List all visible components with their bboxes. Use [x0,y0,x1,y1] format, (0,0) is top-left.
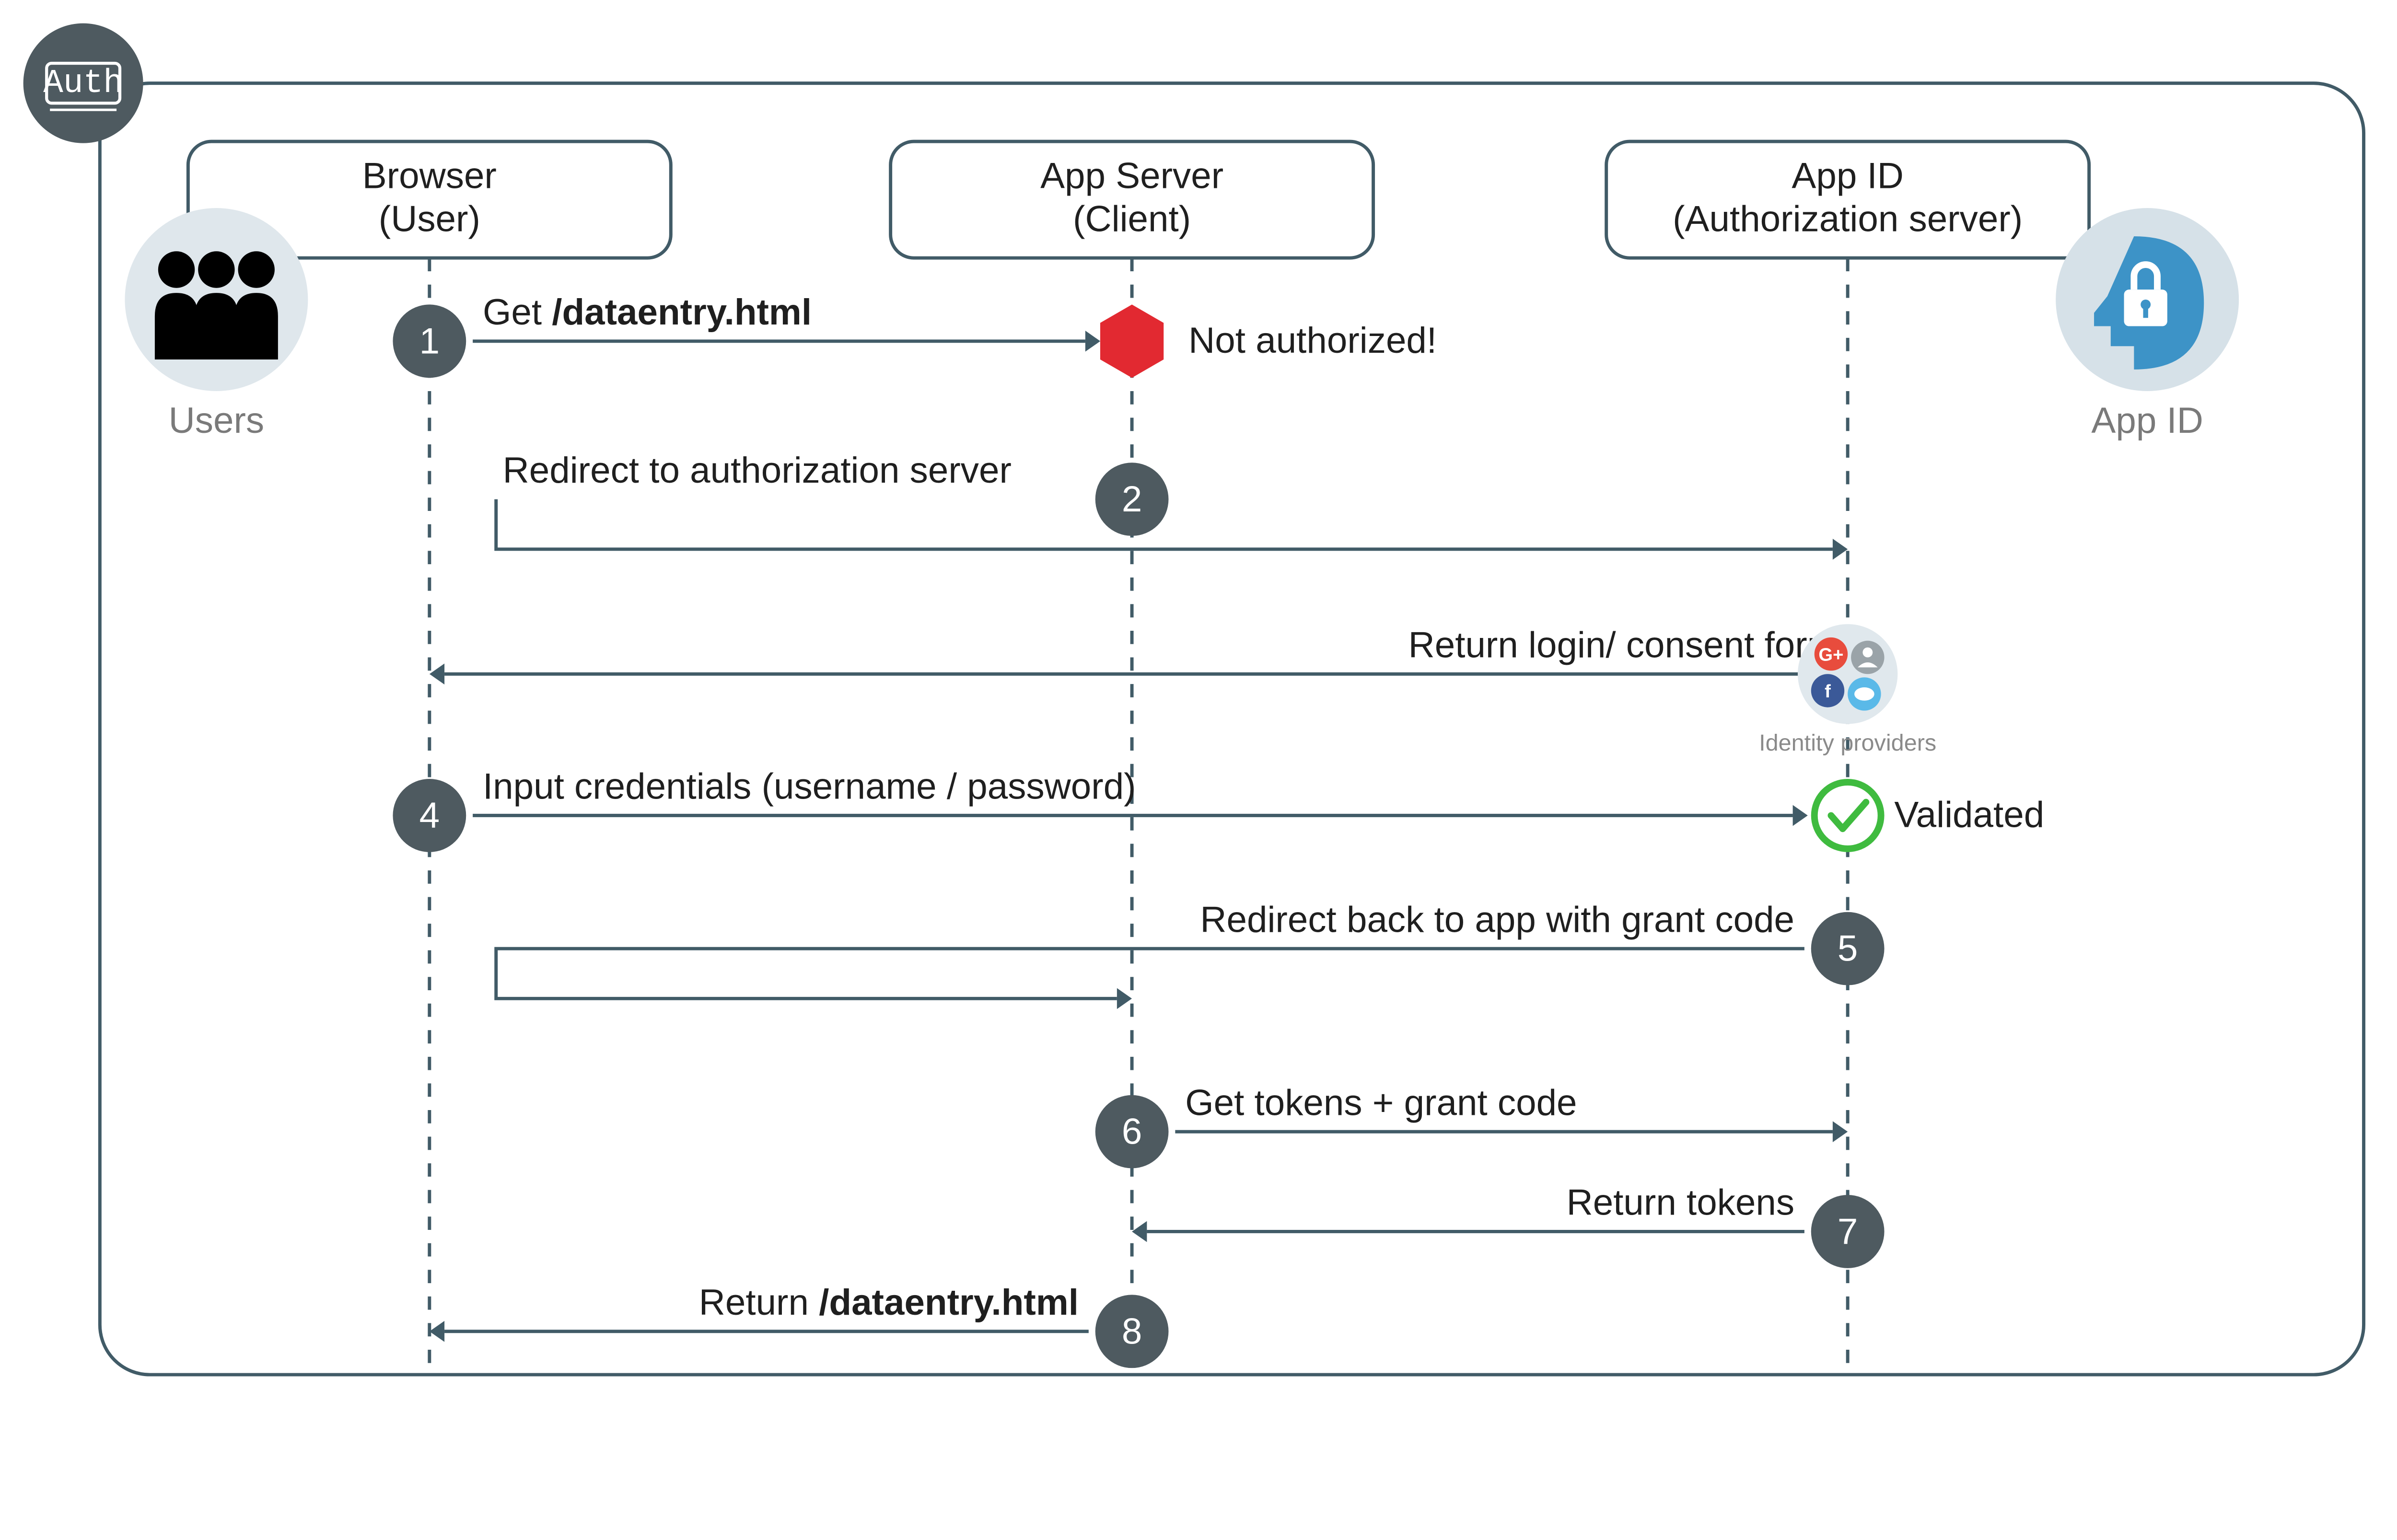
msg-6: Get tokens + grant code [1185,1082,1577,1123]
msg-x: Return login/ consent form [1408,625,1838,666]
svg-text:(Authorization server): (Authorization server) [1673,199,2023,240]
svg-text:6: 6 [1122,1112,1142,1152]
svg-text:App ID: App ID [2091,400,2203,441]
msg-4: Input credentials (username / password) [483,766,1136,807]
msg-7: Return tokens [1567,1182,1794,1223]
auth-badge: Auth [23,23,143,143]
sequence-diagram: Auth Browser(User) App Server(Client) App I… [0,0,2397,1408]
msg-8: Return /dataentry.html [699,1282,1079,1323]
validated-icon [1815,782,1881,849]
diagram-svg: Auth Browser(User) App Server(Client) App I… [0,0,2397,1408]
step-1: 1 [393,304,466,378]
svg-text:Not authorized!: Not authorized! [1188,320,1437,361]
msg-5: Redirect back to app with grant code [1200,899,1794,940]
msg-1: Get /dataentry.html [483,292,812,333]
step-4: 4 [393,779,466,852]
svg-text:8: 8 [1122,1311,1142,1352]
step-2: 2 [1095,463,1169,536]
svg-text:App ID: App ID [1792,155,1904,196]
svg-text:f: f [1825,681,1831,702]
identity-providers: G+ f [1798,624,1897,724]
svg-text:(User): (User) [379,199,480,240]
svg-text:2: 2 [1122,479,1142,520]
svg-text:7: 7 [1838,1211,1858,1252]
svg-text:Identity providers: Identity providers [1759,730,1936,756]
svg-text:App Server: App Server [1040,155,1223,196]
svg-text:G+: G+ [1818,644,1843,665]
hexagon-not-authorized [1100,304,1164,378]
svg-text:Auth: Auth [43,64,123,102]
step-8: 8 [1095,1295,1169,1368]
svg-text:1: 1 [419,321,440,361]
svg-text:5: 5 [1838,928,1858,969]
users-icon [125,208,308,391]
frame [100,83,2363,1375]
svg-text:(Client): (Client) [1073,199,1191,240]
svg-text:Users: Users [169,400,264,441]
svg-text:Browser: Browser [362,155,497,196]
step-6: 6 [1095,1095,1169,1169]
step-7: 7 [1811,1195,1885,1268]
step-5: 5 [1811,912,1885,985]
appid-icon [2056,208,2239,391]
msg-2: Redirect to authorization server [503,450,1012,491]
svg-text:4: 4 [419,795,440,836]
svg-text:Validated: Validated [1894,795,2044,835]
